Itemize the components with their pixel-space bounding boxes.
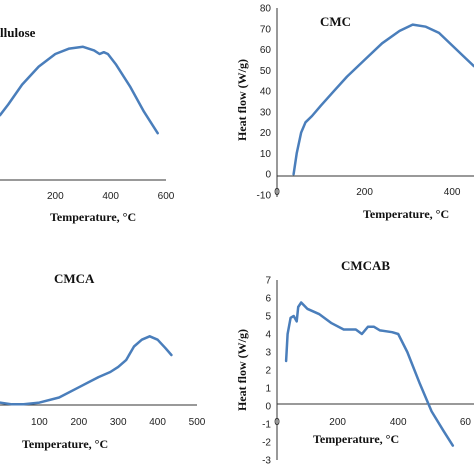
x-tick-labels: 200 400 600 — [47, 191, 175, 202]
x-tick-label: 600 — [158, 191, 175, 202]
y-tick-label: 7 — [265, 276, 271, 287]
chart-title: llulose — [0, 25, 36, 40]
x-tick-label: 100 — [31, 417, 48, 428]
x-tick-label: 60 — [460, 417, 472, 428]
x-tick-label: 400 — [390, 417, 407, 428]
x-axis-label: Temperature, °C — [22, 437, 108, 451]
y-tick-label: 40 — [260, 87, 272, 98]
y-tick-label: 60 — [260, 45, 272, 56]
y-tick-label: 3 — [265, 348, 271, 359]
chart-title: CMCAB — [341, 258, 390, 273]
x-tick-labels: 0 200 400 60 — [274, 417, 471, 428]
y-tick-label: 0 — [265, 170, 271, 181]
series-line — [0, 335, 173, 406]
x-tick-label: 200 — [47, 191, 64, 202]
x-axis-label: Temperature, °C — [363, 207, 449, 221]
series-line — [0, 45, 159, 135]
y-tick-label: 10 — [260, 149, 272, 160]
x-tick-label: 400 — [444, 187, 461, 198]
y-tick-label: 4 — [265, 330, 271, 341]
y-tick-label: 1 — [265, 384, 271, 395]
series-line — [292, 23, 474, 176]
y-tick-labels: -3 -2 -1 0 1 2 3 4 5 6 7 — [262, 276, 271, 467]
x-tick-label: 400 — [149, 417, 166, 428]
y-tick-label: 6 — [265, 294, 271, 305]
x-tick-labels: 100 200 300 400 500 — [31, 417, 206, 428]
x-tick-label: 200 — [70, 417, 87, 428]
y-tick-label: -1 — [262, 420, 271, 431]
y-axis-label: Heat flow (W/g) — [235, 59, 249, 141]
y-tick-label: 0 — [265, 402, 271, 413]
x-axis-label: Temperature, °C — [313, 432, 399, 446]
panel-cmca: CMCA 100 200 300 400 500 Temperature, °C — [0, 271, 206, 451]
y-tick-label: 20 — [260, 128, 272, 139]
y-tick-label: -3 — [262, 456, 271, 467]
x-tick-labels: 0 200 400 — [274, 187, 461, 198]
x-tick-label: 0 — [274, 417, 280, 428]
panel-cellulose: llulose 200 400 600 Temperature, °C — [0, 25, 175, 224]
x-tick-label: 300 — [110, 417, 127, 428]
y-tick-label: 5 — [265, 312, 271, 323]
chart-title: CMC — [320, 14, 351, 29]
x-tick-label: 500 — [189, 417, 206, 428]
x-tick-label: 0 — [274, 187, 280, 198]
y-tick-label: 30 — [260, 107, 272, 118]
y-tick-labels: -10 0 10 20 30 40 50 60 70 80 — [257, 4, 272, 202]
x-tick-label: 200 — [356, 187, 373, 198]
y-tick-label: 70 — [260, 24, 272, 35]
x-axis-label: Temperature, °C — [50, 210, 136, 224]
x-tick-label: 200 — [329, 417, 346, 428]
x-tick-label: 400 — [102, 191, 119, 202]
chart-title: CMCA — [54, 271, 95, 286]
y-axis-label: Heat flow (W/g) — [235, 329, 249, 411]
series-line — [284, 301, 455, 447]
y-tick-label: -10 — [257, 191, 272, 202]
y-tick-label: 50 — [260, 66, 272, 77]
y-tick-label: 2 — [265, 366, 271, 377]
y-tick-label: -2 — [262, 438, 271, 449]
y-tick-label: 80 — [260, 4, 272, 15]
